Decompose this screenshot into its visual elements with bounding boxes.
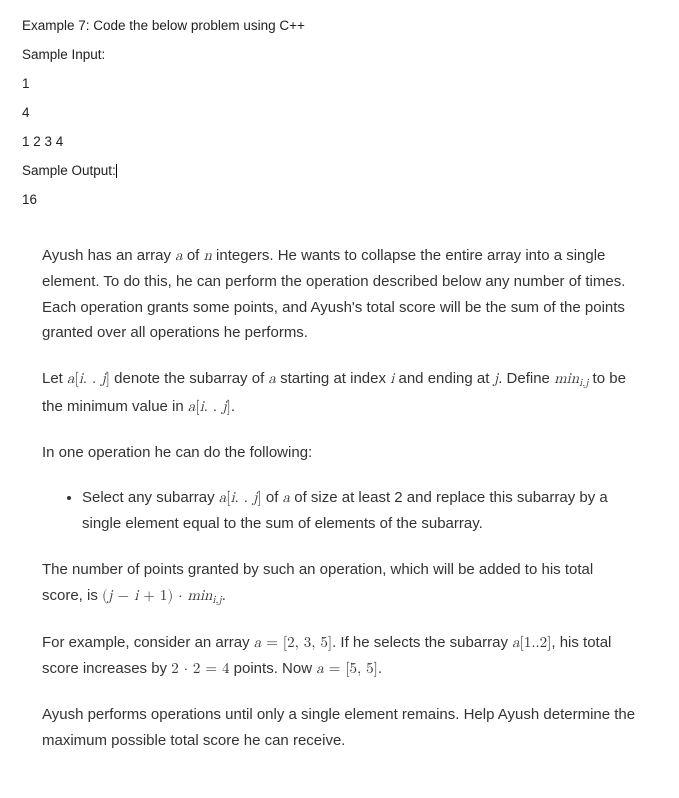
math-a: a <box>175 248 183 263</box>
paragraph-example: For example, consider an array a = [2, 3… <box>42 630 637 682</box>
ex-text-d: points. Now <box>230 660 317 677</box>
sample-output-line-1: 16 <box>22 192 657 207</box>
operation-list: Select any subarray a[i. . j] of a of si… <box>42 485 637 537</box>
text-intro-a: Ayush has an array <box>42 247 175 264</box>
paragraph-goal: Ayush performs operations until only a s… <box>42 702 637 754</box>
math-a-3: a <box>283 490 291 505</box>
math-ex-array: a = [2, 3, 5] <box>254 635 332 650</box>
math-ex-now: a = [5, 5] <box>316 661 378 676</box>
problem-statement: Ayush has an array a of n integers. He w… <box>22 221 657 754</box>
sample-input-line-1: 1 <box>22 76 657 91</box>
text-intro-b: of <box>183 247 204 264</box>
paragraph-intro: Ayush has an array a of n integers. He w… <box>42 243 637 346</box>
math-ex-calc: 2 · 2 = 4 <box>171 661 229 676</box>
ex-text-e: . <box>378 660 382 677</box>
math-n: n <box>204 248 212 263</box>
paragraph-operation-intro: In one operation he can do the following… <box>42 440 637 466</box>
text-def-b: denote the subarray of <box>110 370 268 387</box>
math-a-2: a <box>268 371 276 386</box>
math-aij-1: a[i. . j] <box>67 371 110 386</box>
paragraph-defs: Let a[i. . j] denote the subarray of a s… <box>42 366 637 419</box>
text-def-a: Let <box>42 370 67 387</box>
sample-input-label: Sample Input: <box>22 47 657 62</box>
math-aij-2: a[i. . j] <box>188 399 231 414</box>
text-cursor-icon <box>116 164 117 178</box>
math-ex-sub: a[1..2] <box>512 635 551 650</box>
bullet-text-b: of <box>262 489 283 506</box>
sample-output-label-text: Sample Output: <box>22 163 116 178</box>
text-def-g: . <box>231 398 235 415</box>
math-aij-3: a[i. . j] <box>219 490 262 505</box>
text-def-c: starting at index <box>276 370 390 387</box>
points-text-b: . <box>222 587 226 604</box>
text-def-d: and ending at <box>394 370 493 387</box>
sample-output-label: Sample Output: <box>22 163 657 178</box>
operation-bullet: Select any subarray a[i. . j] of a of si… <box>82 485 637 537</box>
math-score-expr: (j − i + 1) · mini,j <box>102 588 222 603</box>
sample-input-line-2: 4 <box>22 105 657 120</box>
text-def-e: . Define <box>498 370 554 387</box>
ex-text-b: . If he selects the subarray <box>332 634 512 651</box>
paragraph-points: The number of points granted by such an … <box>42 557 637 610</box>
bullet-text-a: Select any subarray <box>82 489 219 506</box>
ex-text-a: For example, consider an array <box>42 634 254 651</box>
sample-input-line-3: 1 2 3 4 <box>22 134 657 149</box>
example-title: Example 7: Code the below problem using … <box>22 18 657 33</box>
page-root: Example 7: Code the below problem using … <box>0 0 679 798</box>
math-minij-1: mini,j <box>554 371 588 386</box>
